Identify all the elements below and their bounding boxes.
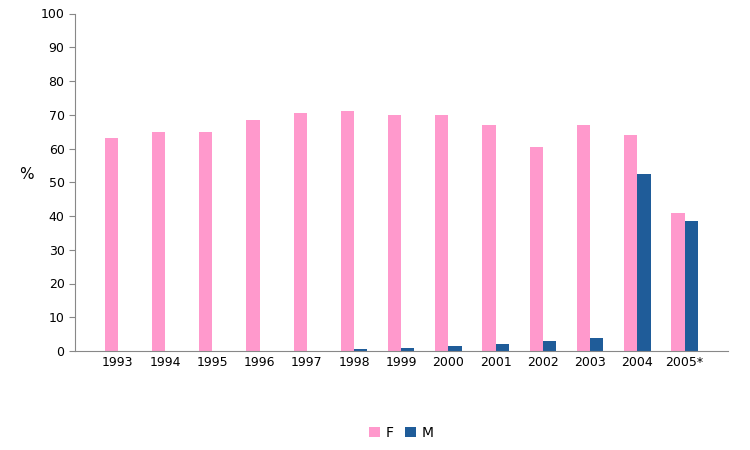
Bar xyxy=(401,347,415,351)
Bar xyxy=(293,113,307,351)
Bar xyxy=(638,174,650,351)
Bar xyxy=(590,338,604,351)
Bar xyxy=(496,344,509,351)
Bar xyxy=(482,125,496,351)
Bar xyxy=(388,115,401,351)
Bar xyxy=(246,120,259,351)
Bar xyxy=(435,115,448,351)
Bar xyxy=(199,131,212,351)
Bar xyxy=(448,346,462,351)
Bar xyxy=(685,221,698,351)
Y-axis label: %: % xyxy=(20,167,34,182)
Bar xyxy=(530,147,543,351)
Bar xyxy=(354,349,368,351)
Bar xyxy=(671,213,685,351)
Bar xyxy=(152,131,165,351)
Bar xyxy=(624,135,638,351)
Bar xyxy=(577,125,590,351)
Bar xyxy=(105,139,118,351)
Bar xyxy=(543,341,556,351)
Legend: F, M: F, M xyxy=(364,420,439,446)
Bar xyxy=(340,112,354,351)
